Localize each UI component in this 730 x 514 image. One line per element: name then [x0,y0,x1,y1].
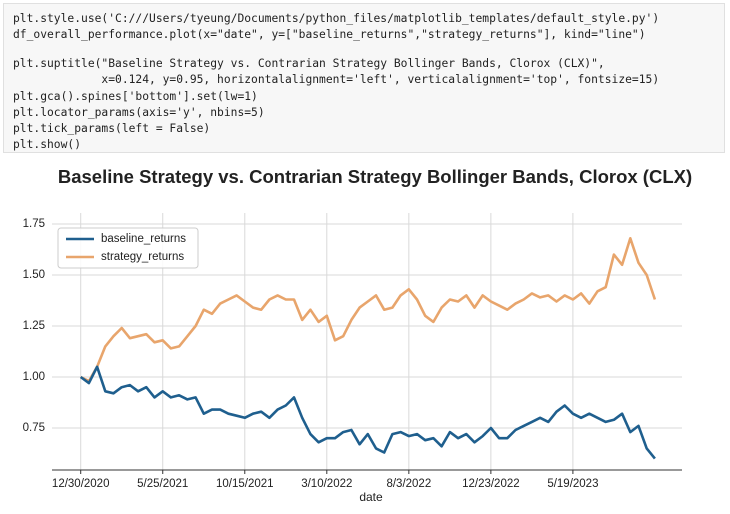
y-tick-label: 1.75 [23,218,45,230]
code-line: plt.locator_params(axis='y', nbins=5) [13,106,265,119]
code-line: plt.gca().spines['bottom'].set(lw=1) [13,90,258,103]
legend-label: baseline_returns [101,233,186,245]
chart: Baseline Strategy vs. Contrarian Strateg… [23,166,693,504]
line-series [79,365,656,460]
x-tick-label: 3/10/2022 [301,478,352,490]
legend-label: strategy_returns [101,251,184,263]
x-tick-label: 12/30/2020 [52,478,110,490]
code-line: plt.tick_params(left = False) [13,122,210,135]
code-line: plt.show() [13,138,81,151]
code-line: plt.suptitle("Baseline Strategy vs. Cont… [13,57,605,70]
x-tick-label: 10/15/2021 [216,478,274,490]
x-tick-label: 8/3/2022 [386,478,431,490]
y-tick-label: 1.25 [23,320,45,332]
chart-title: Baseline Strategy vs. Contrarian Strateg… [58,166,692,187]
code-line: x=0.124, y=0.95, horizontalalignment='le… [13,73,659,86]
x-tick-label: 12/23/2022 [462,478,520,490]
code-line: plt.style.use('C:///Users/tyeung/Documen… [13,12,659,25]
line-series [80,237,657,383]
y-tick-label: 1.50 [23,269,45,281]
y-tick-label: 0.75 [23,422,45,434]
code-line: df_overall_performance.plot(x="date", y=… [13,28,646,41]
x-tick-label: 5/19/2023 [547,478,598,490]
code-cell[interactable]: plt.style.use('C:///Users/tyeung/Documen… [3,3,725,153]
y-tick-label: 1.00 [23,371,45,383]
x-axis-label: date [359,490,383,504]
x-tick-label: 5/25/2021 [137,478,188,490]
